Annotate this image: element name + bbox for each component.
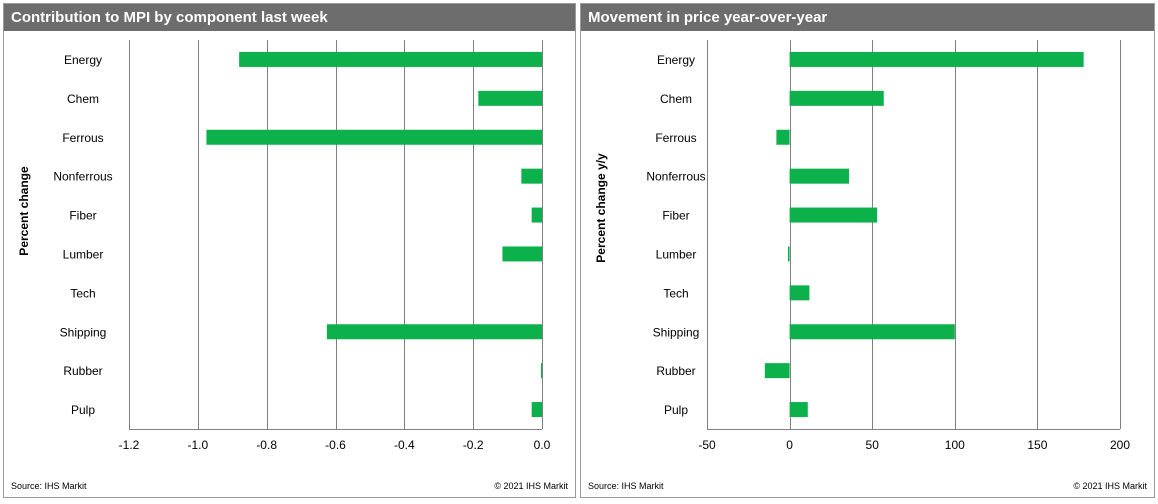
source-note: Source: IHS Markit: [588, 481, 664, 491]
category-label: Shipping: [653, 325, 700, 339]
category-label: Rubber: [63, 364, 102, 378]
category-label: Lumber: [63, 247, 104, 261]
y-axis-label: Percent change y/y: [594, 153, 608, 263]
x-tick-label: 200: [1110, 438, 1130, 452]
bar-fiber: [531, 207, 542, 223]
bar-ferrous: [206, 129, 542, 145]
category-label: Nonferrous: [646, 170, 705, 184]
copyright-note: © 2021 IHS Markit: [1073, 481, 1147, 491]
price-movement-bar-chart: -50 0 50 100 150 200 Energy Chem Ferrous Nonferro…: [646, 40, 1130, 452]
x-tick-label: -0.4: [394, 438, 415, 452]
copyright-note: © 2021 IHS Markit: [494, 481, 568, 491]
category-label: Rubber: [656, 364, 695, 378]
category-label: Chem: [660, 92, 692, 106]
x-tick-label: -0.8: [256, 438, 277, 452]
category-label: Ferrous: [62, 131, 103, 145]
x-tick-label: 50: [866, 438, 880, 452]
category-label: Shipping: [60, 325, 107, 339]
x-tick-label: -0.2: [463, 438, 484, 452]
bar-pulp: [789, 402, 808, 418]
x-tick-label: 0: [786, 438, 793, 452]
bar-energy: [239, 51, 542, 67]
bar-lumber: [787, 246, 790, 262]
bar-chem: [478, 90, 542, 106]
contribution-bar-chart: -1.2 -1.0 -0.8 -0.6 -0.4 -0.2 0.0 Energy Chem Fer…: [53, 40, 551, 452]
y-axis-label: Percent change: [17, 166, 31, 256]
category-label: Lumber: [656, 247, 697, 261]
x-tick-label: -1.0: [187, 438, 208, 452]
x-tick-label: -0.6: [325, 438, 346, 452]
bar-rubber: [540, 363, 543, 379]
x-tick-label: 0.0: [534, 438, 551, 452]
bar-tech: [789, 285, 810, 301]
category-label: Fiber: [69, 209, 96, 223]
chart-panel-price-movement: Movement in price year-over-year -50 0 50 1…: [580, 3, 1155, 498]
bar-fiber: [789, 207, 878, 223]
category-label: Nonferrous: [53, 170, 112, 184]
category-label: Tech: [663, 286, 688, 300]
bar-energy: [789, 51, 1084, 67]
chart-panel-contribution: Contribution to MPI by component last we…: [3, 3, 576, 498]
category-label: Pulp: [71, 403, 95, 417]
x-tick-label: -50: [698, 438, 716, 452]
bar-ferrous: [776, 129, 790, 145]
category-label: Pulp: [664, 403, 688, 417]
x-tick-label: 100: [945, 438, 965, 452]
category-label: Tech: [70, 286, 95, 300]
bar-lumber: [502, 246, 542, 262]
bar-nonferrous: [789, 168, 850, 184]
category-label: Ferrous: [655, 131, 696, 145]
bar-rubber: [764, 363, 790, 379]
category-label: Fiber: [662, 209, 689, 223]
category-label: Energy: [657, 53, 695, 67]
bar-shipping: [789, 324, 955, 340]
chart-title: Movement in price year-over-year: [581, 4, 1154, 31]
category-label: Energy: [64, 53, 102, 67]
bar-pulp: [531, 402, 542, 418]
x-tick-label: -1.2: [119, 438, 140, 452]
gridlines: [129, 40, 543, 429]
x-tick-label: 150: [1027, 438, 1047, 452]
bar-nonferrous: [521, 168, 542, 184]
chart-title: Contribution to MPI by component last we…: [4, 4, 575, 31]
category-label: Chem: [67, 92, 99, 106]
source-note: Source: IHS Markit: [11, 481, 87, 491]
bar-chem: [789, 90, 884, 106]
bar-shipping: [326, 324, 542, 340]
